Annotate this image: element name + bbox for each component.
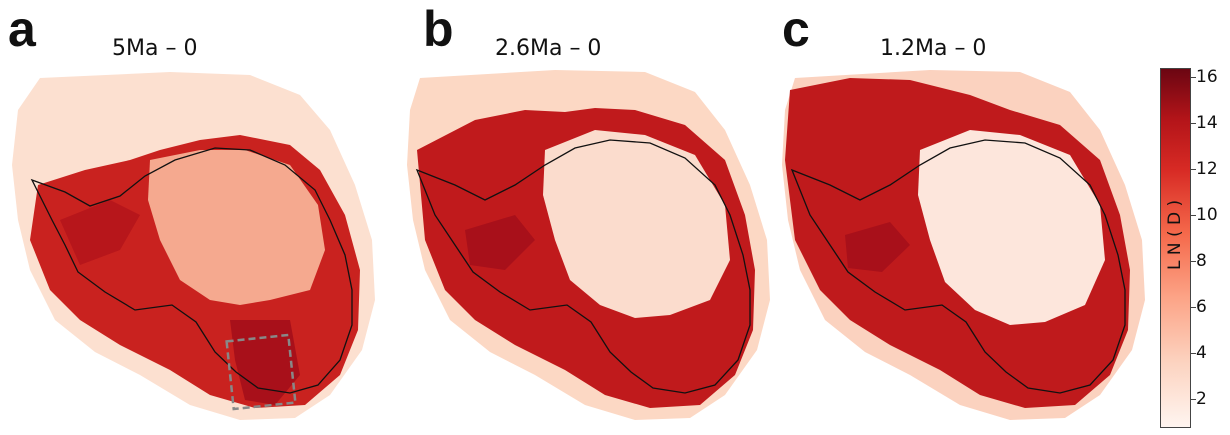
antarctica-map [782, 70, 1145, 420]
colorbar-tick: 14 [1196, 113, 1218, 133]
map-field [12, 72, 375, 420]
panel-title: 5Ma – 0 [112, 36, 198, 61]
colorbar-tick: 16 [1196, 67, 1218, 87]
colorbar-tickmark [1191, 169, 1196, 170]
panel-title: 2.6Ma – 0 [495, 36, 602, 61]
region-box [225, 333, 297, 411]
coastline [790, 139, 1126, 394]
colorbar-tick: 10 [1196, 205, 1218, 225]
coastline [415, 139, 751, 394]
panel-letter: b [423, 1, 454, 57]
antarctica-map [407, 70, 770, 420]
colorbar-tick: 8 [1196, 251, 1207, 271]
panel-letter: c [782, 1, 810, 57]
panel-letter: a [8, 1, 36, 57]
antarctica-map [12, 72, 375, 420]
colorbar-tick: 4 [1196, 343, 1207, 363]
colorbar-tickmark [1191, 215, 1196, 216]
panel-c: c 1.2Ma – 0 [770, 0, 1160, 435]
colorbar-tickmark [1191, 307, 1196, 308]
colorbar-tickmark [1191, 399, 1196, 400]
colorbar-tickmark [1191, 353, 1196, 354]
colorbar-tick: 2 [1196, 389, 1207, 409]
colorbar [1160, 68, 1191, 428]
colorbar-tickmark [1191, 77, 1196, 78]
colorbar-tickmark [1191, 123, 1196, 124]
colorbar-tickmark [1191, 261, 1196, 262]
map-field [782, 70, 1145, 420]
colorbar-label: L N ( D ) [1165, 200, 1185, 270]
panel-b: b 2.6Ma – 0 [395, 0, 785, 435]
coastline [30, 147, 353, 394]
map-field [407, 70, 770, 420]
colorbar-tick: 6 [1196, 297, 1207, 317]
colorbar-tick: 12 [1196, 159, 1218, 179]
panel-title: 1.2Ma – 0 [880, 36, 987, 61]
panel-a: a 5Ma – 0 [0, 0, 390, 435]
